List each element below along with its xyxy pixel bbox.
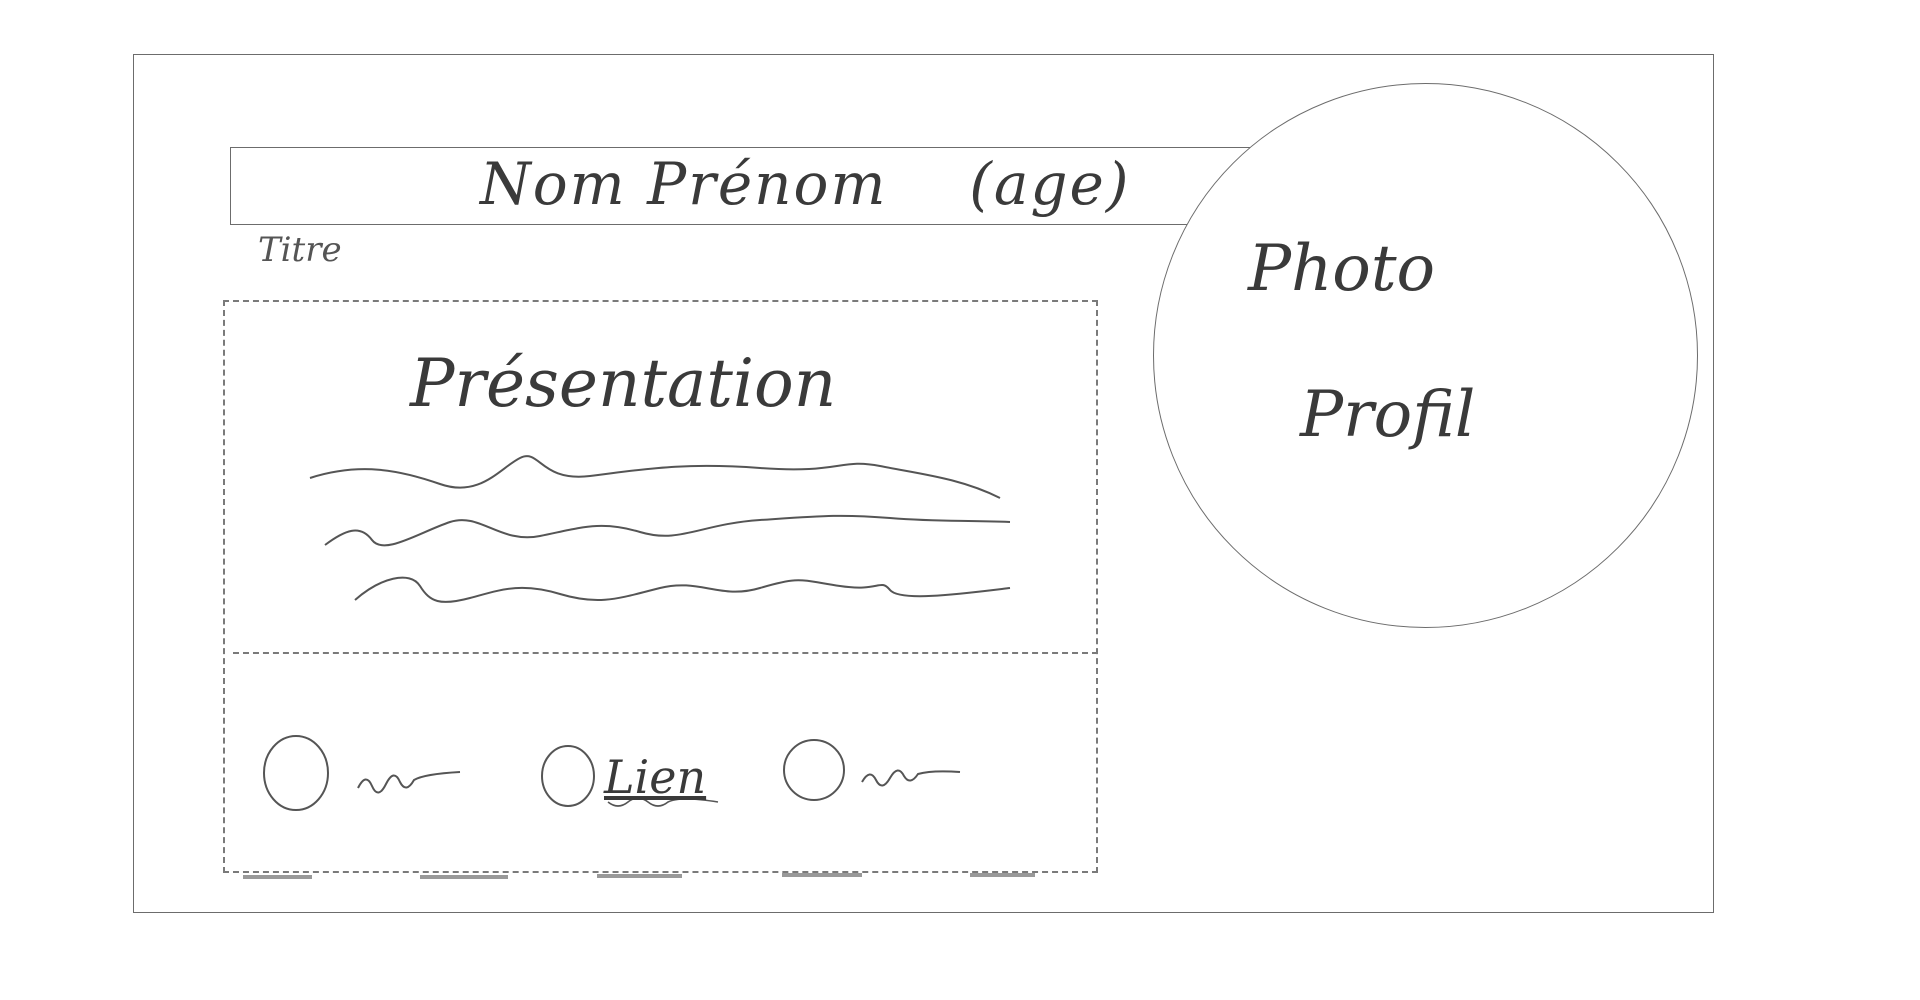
photo-label-line1: Photo xyxy=(1248,232,1436,306)
profile-photo-placeholder xyxy=(1153,83,1698,628)
presentation-section xyxy=(223,300,1098,873)
photo-label-line2: Profil xyxy=(1300,378,1476,452)
name-age-title: Nom Prénom (age) xyxy=(480,150,1131,218)
card-frame xyxy=(133,54,1714,913)
presentation-heading: Présentation xyxy=(410,345,837,422)
link-label[interactable]: Lien xyxy=(604,750,707,804)
title-caption: Titre xyxy=(258,230,342,270)
section-divider xyxy=(233,652,1098,654)
